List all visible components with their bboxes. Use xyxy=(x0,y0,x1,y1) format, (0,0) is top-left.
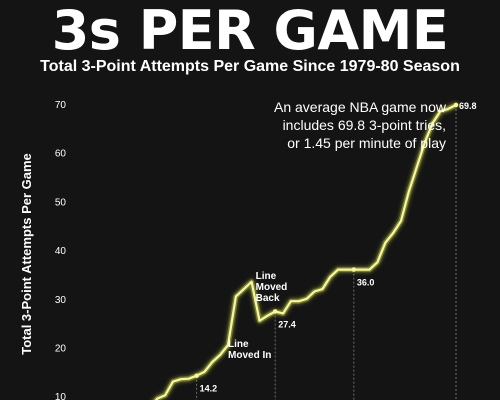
value-label: 69.8 xyxy=(459,101,477,111)
value-labels: 14.2 27.4 36.0 69.8 xyxy=(200,101,477,394)
value-marker xyxy=(194,373,199,378)
headline-note: An average NBA game now includes 69.8 3-p… xyxy=(274,99,447,151)
page-title: 3s PER GAME xyxy=(51,0,449,62)
y-tick-label: 20 xyxy=(55,344,67,355)
value-marker xyxy=(273,309,278,314)
y-axis-label: Total 3-Point Attempts Per Game xyxy=(19,153,34,355)
drop-lines xyxy=(196,104,457,400)
value-markers xyxy=(194,102,459,378)
y-tick-label: 70 xyxy=(55,100,67,111)
y-tick-label: 60 xyxy=(55,149,67,160)
value-label: 36.0 xyxy=(357,278,375,288)
y-tick-label: 10 xyxy=(55,392,67,400)
annotation-text: Line xyxy=(256,271,277,282)
value-label: 27.4 xyxy=(278,319,296,329)
y-tick-label: 30 xyxy=(55,295,67,306)
value-label: 14.2 xyxy=(200,384,218,394)
y-tick-label: 40 xyxy=(55,246,67,257)
annotation-text: Back xyxy=(256,293,280,304)
headline-note-line: or 1.45 per minute of play xyxy=(287,135,446,151)
annotation-text: Moved xyxy=(256,282,288,293)
page-subtitle: Total 3-Point Attempts Per Game Since 19… xyxy=(40,58,460,75)
annotation-text: Moved In xyxy=(228,350,271,361)
headline-note-line: An average NBA game now xyxy=(274,99,447,115)
y-axis-ticks: 10 20 30 40 50 60 70 xyxy=(55,100,67,400)
annotation-text: Line xyxy=(228,339,249,350)
headline-note-line: includes 69.8 3-point tries, xyxy=(283,117,446,133)
value-marker xyxy=(453,102,459,108)
value-marker xyxy=(351,267,357,272)
series-line xyxy=(154,103,458,400)
y-tick-label: 50 xyxy=(55,197,67,208)
